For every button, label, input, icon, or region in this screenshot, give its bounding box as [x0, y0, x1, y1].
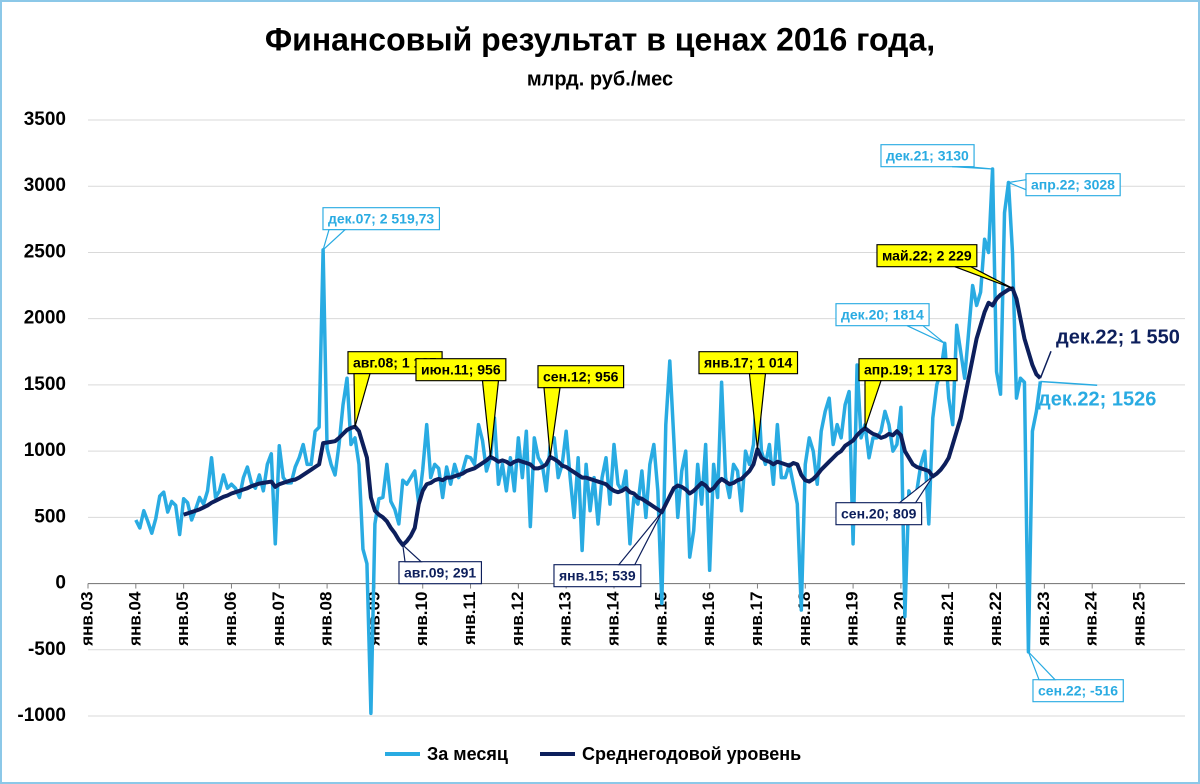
- x-tick-label: янв.14: [603, 591, 622, 647]
- annotation-pointer: [617, 511, 663, 566]
- annotation-text: апр.19; 1 173: [864, 362, 952, 378]
- chart-subtitle: млрд. руб./мес: [527, 68, 673, 90]
- annotation-fill: [554, 565, 641, 586]
- annotation-text: дек.21; 3130: [886, 148, 969, 164]
- annotation-fill: [881, 145, 974, 166]
- annotation-pointer: [1039, 351, 1052, 379]
- legend-label: За месяц: [427, 744, 508, 764]
- annotation-text: авг.09; 291: [404, 565, 476, 581]
- annotation-fill: [699, 352, 797, 373]
- annotation: сен.22; -516: [1027, 651, 1124, 703]
- annotation: сен.20; 809: [835, 475, 934, 526]
- annotation-text: дек.22; 1526: [1038, 388, 1156, 410]
- annotation: май.22; 2 229: [876, 244, 1013, 289]
- y-tick-label: 1000: [24, 440, 66, 461]
- annotation: дек.07; 2 519,73: [321, 207, 441, 252]
- annotation-text: апр.22; 3028: [1031, 177, 1115, 193]
- annotation-text: дек.22; 1 550: [1056, 326, 1180, 348]
- annotation: дек.20; 1814: [835, 303, 946, 344]
- annotation-pointer: [1006, 178, 1027, 191]
- annotation: дек.22; 1 550: [1039, 326, 1180, 379]
- annotation: авг.09; 291: [398, 543, 483, 585]
- annotation-text: янв.15; 539: [559, 568, 636, 584]
- annotation-fill: [836, 304, 929, 325]
- x-tick-label: янв.16: [699, 592, 718, 647]
- x-tick-label: янв.08: [317, 592, 336, 647]
- x-tick-label: янв.12: [508, 592, 527, 647]
- y-tick-label: 0: [55, 573, 66, 594]
- annotation-text: июн.11; 956: [421, 362, 501, 378]
- annotation-pointer: [748, 373, 767, 450]
- annotation-text: янв.17; 1 014: [704, 355, 792, 371]
- x-tick-label: янв.17: [747, 592, 766, 647]
- y-tick-label: -1000: [17, 705, 66, 726]
- annotation-fill: [1026, 174, 1120, 195]
- y-tick-label: 1500: [24, 374, 66, 395]
- annotation: сен.12; 956: [537, 365, 625, 458]
- y-tick-label: 500: [34, 506, 66, 527]
- x-tick-label: янв.07: [269, 592, 288, 647]
- y-tick-label: 2500: [24, 241, 66, 262]
- annotation: янв.15; 539: [553, 511, 663, 588]
- legend-label: Среднегодовой уровень: [582, 744, 801, 764]
- annotation-pointer: [353, 373, 371, 427]
- annotation-fill: [323, 208, 439, 229]
- annotation-fill: [1033, 680, 1123, 701]
- x-tick-label: янв.06: [221, 592, 240, 647]
- x-tick-label: янв.18: [795, 592, 814, 647]
- annotation-fill: [836, 503, 921, 524]
- x-tick-label: янв.21: [938, 592, 957, 647]
- annotation-text: дек.07; 2 519,73: [328, 211, 434, 227]
- x-tick-label: янв.15: [651, 592, 670, 647]
- annotation-pointer: [952, 166, 993, 170]
- annotation-text: сен.20; 809: [841, 506, 917, 522]
- annotation-pointer: [481, 380, 500, 458]
- annotation-pointer: [864, 380, 882, 429]
- annotation: июн.11; 956: [415, 358, 507, 458]
- x-tick-label: янв.05: [173, 592, 192, 647]
- annotation-fill: [399, 562, 481, 583]
- x-tick-label: янв.10: [412, 592, 431, 647]
- y-tick-label: 2000: [24, 308, 66, 329]
- annotation-pointer: [1040, 380, 1098, 387]
- annotation: апр.22; 3028: [1006, 173, 1121, 197]
- y-tick-label: 3500: [24, 109, 66, 130]
- annotation-pointer: [321, 229, 347, 252]
- y-tick-label: 3000: [24, 175, 66, 196]
- annotation: дек.22; 1526: [1038, 380, 1156, 410]
- annotation-pointer: [897, 475, 934, 504]
- annotation: дек.21; 3130: [880, 144, 993, 170]
- x-tick-label: янв.25: [1129, 592, 1148, 647]
- annotation-text: дек.20; 1814: [841, 307, 924, 323]
- annotation: янв.17; 1 014: [698, 351, 799, 450]
- chart-title: Финансовый результат в ценах 2016 года,: [265, 21, 935, 57]
- annotation-fill: [859, 359, 957, 380]
- x-tick-label: янв.11: [460, 592, 479, 646]
- x-tick-label: янв.22: [986, 592, 1005, 647]
- annotation-pointer: [906, 325, 946, 344]
- annotation-fill: [538, 366, 623, 387]
- annotation-pointer: [954, 266, 1013, 289]
- annotation-text: май.22; 2 229: [882, 248, 972, 264]
- annotation-pointer: [1027, 651, 1057, 681]
- x-tick-label: янв.03: [77, 592, 96, 647]
- x-tick-label: янв.23: [1034, 592, 1053, 647]
- annotation-text: сен.22; -516: [1038, 683, 1118, 699]
- x-tick-label: янв.04: [125, 591, 144, 647]
- x-tick-label: янв.19: [843, 592, 862, 647]
- y-tick-label: -500: [28, 639, 66, 660]
- annotation-text: сен.12; 956: [543, 369, 619, 385]
- annotation-pointer: [401, 543, 423, 563]
- series-line: [183, 286, 1042, 548]
- annotation-pointer: [543, 387, 561, 458]
- x-tick-label: янв.24: [1082, 591, 1101, 647]
- annotation-fill: [877, 245, 977, 266]
- annotation: апр.19; 1 173: [858, 358, 958, 429]
- x-tick-label: янв.13: [556, 592, 575, 647]
- annotation-fill: [416, 359, 506, 380]
